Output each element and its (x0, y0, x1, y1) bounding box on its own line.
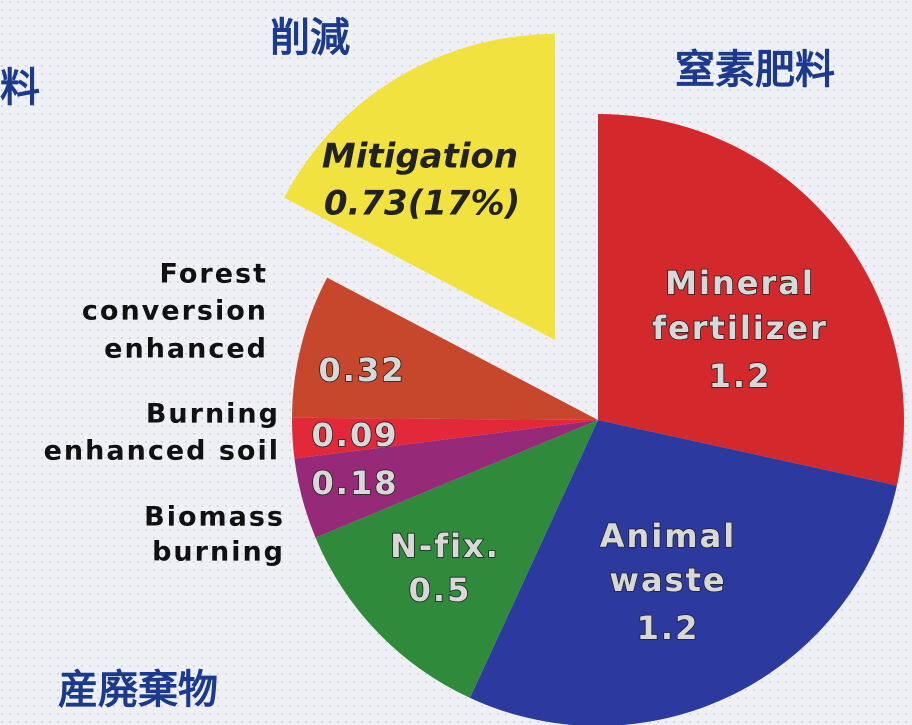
annotation: 産廃棄物 (58, 667, 218, 713)
slice-label: enhanced (104, 334, 268, 365)
pie-slice (292, 417, 598, 459)
value-label: 0.5 (409, 571, 472, 609)
slice-label: Mineral (665, 264, 815, 302)
pie-slice (469, 420, 897, 725)
slice-label: Forest (159, 259, 268, 290)
pie (284, 34, 905, 725)
value-label: 0.32 (319, 351, 406, 389)
pie-slice (294, 420, 598, 538)
pie-slice (598, 114, 905, 486)
pie-slice (292, 277, 598, 420)
value-label: 0.09 (312, 416, 399, 454)
value-label: 1.2 (637, 609, 700, 647)
value-label: 0.73(17%) (324, 184, 520, 224)
pie-slice (284, 34, 555, 340)
annotation: 窒素肥料 (675, 47, 835, 93)
annotation: 削減 (270, 15, 350, 61)
slice-label: Burning (146, 399, 280, 430)
slice-label: N-fix. (390, 527, 500, 565)
slice-label: Animal (600, 517, 736, 555)
slice-label: conversion (82, 296, 268, 327)
slice-label: burning (152, 537, 285, 568)
slice-label: enhanced soil (44, 436, 280, 467)
slice-label: Mitigation (322, 137, 518, 177)
annotation: 料 (0, 65, 40, 111)
slice-label: waste (609, 561, 726, 599)
value-label: 1.2 (709, 357, 772, 395)
value-label: 0.18 (312, 464, 399, 502)
slice-label: Biomass (144, 502, 285, 533)
pie-slice (315, 420, 598, 698)
slice-label: fertilizer (652, 309, 828, 347)
